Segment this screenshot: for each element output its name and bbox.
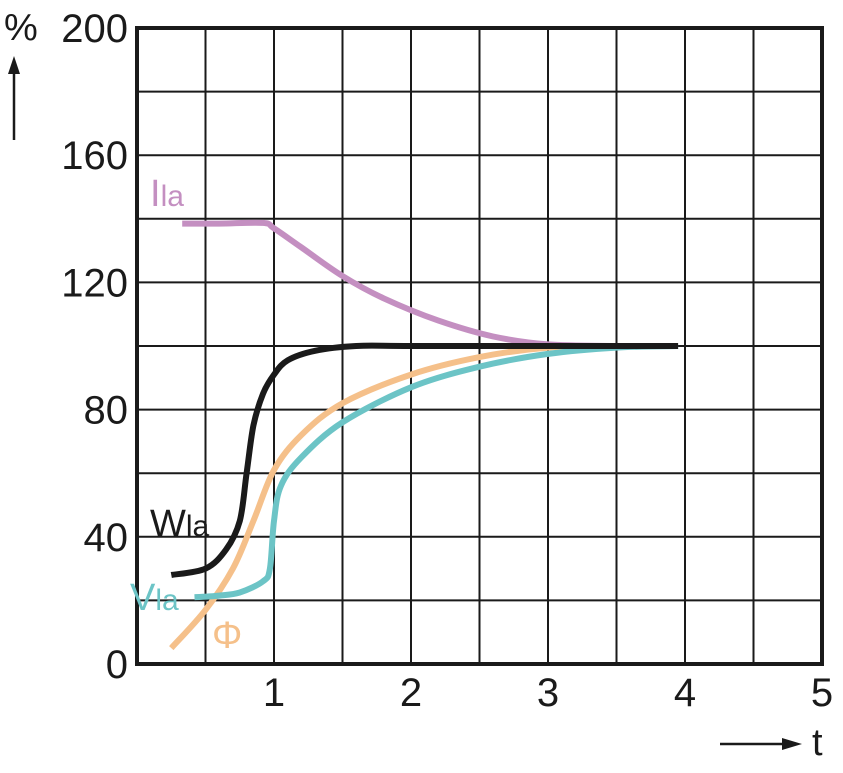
series-line-ila [182, 219, 617, 349]
series-label-vla: Vla [130, 577, 179, 619]
series-line-phi [169, 343, 617, 651]
series-label-main: W [150, 503, 186, 545]
y-tick-label: 200 [61, 7, 128, 51]
series-label-main: Φ [212, 615, 242, 657]
y-tick-label: 80 [84, 389, 129, 433]
x-tick-label: 1 [263, 671, 285, 715]
y-axis-arrow-icon [8, 56, 20, 140]
x-tick-label: 4 [674, 671, 696, 715]
series-label-sub: la [155, 584, 179, 617]
series-label-phi: Φ [212, 615, 242, 657]
series-layer [169, 219, 679, 651]
y-tick-label: 120 [61, 261, 128, 305]
x-axis-arrow-icon [720, 738, 802, 750]
x-tick-label: 3 [537, 671, 559, 715]
series-label-main: V [130, 577, 156, 619]
series-label-wla: Wla [150, 503, 210, 545]
x-tick-label: 2 [400, 671, 422, 715]
series-line-wla [170, 342, 679, 578]
x-axis-label: t [812, 722, 823, 764]
tick-labels: 0 40 80 120 160 200 1 2 3 4 5 [61, 7, 833, 715]
y-axis-label: % [4, 7, 38, 49]
series-label-main: I [150, 173, 161, 215]
series-label-sub: la [161, 180, 185, 213]
y-tick-label: 0 [106, 643, 128, 687]
series-label-sub: la [186, 510, 210, 543]
series-line-vla [194, 343, 679, 601]
x-tick-label: 5 [811, 671, 833, 715]
y-tick-label: 160 [61, 134, 128, 178]
series-label-ila: Ila [150, 173, 184, 215]
y-tick-label: 40 [84, 516, 129, 560]
plot-frame [135, 26, 824, 666]
